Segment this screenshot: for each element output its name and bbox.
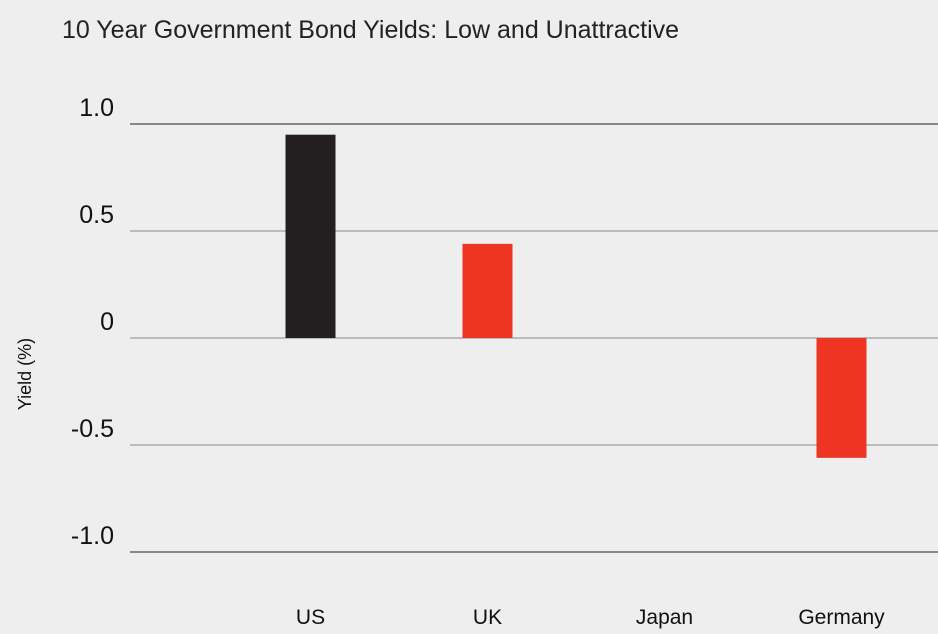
x-tick-label-germany: Germany bbox=[798, 606, 885, 629]
y-axis-label: Yield (%) bbox=[15, 338, 35, 410]
bar-us bbox=[285, 134, 336, 338]
y-tick-label: 0 bbox=[100, 308, 114, 336]
bar-germany bbox=[816, 338, 867, 458]
bar-uk bbox=[462, 243, 513, 338]
gridlines bbox=[130, 123, 938, 553]
x-tick-labels: US UK Japan Germany bbox=[296, 606, 885, 629]
bars bbox=[285, 134, 867, 458]
y-tick-labels: 1.0 0.5 0 -0.5 -1.0 bbox=[71, 94, 114, 550]
y-tick-label: 1.0 bbox=[79, 94, 114, 122]
x-tick-label-japan: Japan bbox=[636, 606, 693, 629]
x-tick-label-us: US bbox=[296, 606, 325, 629]
x-tick-label-uk: UK bbox=[473, 606, 502, 629]
y-tick-label: -0.5 bbox=[71, 415, 114, 443]
chart-title: 10 Year Government Bond Yields: Low and … bbox=[62, 16, 679, 44]
y-tick-label: -1.0 bbox=[71, 522, 114, 550]
y-tick-label: 0.5 bbox=[79, 201, 114, 229]
